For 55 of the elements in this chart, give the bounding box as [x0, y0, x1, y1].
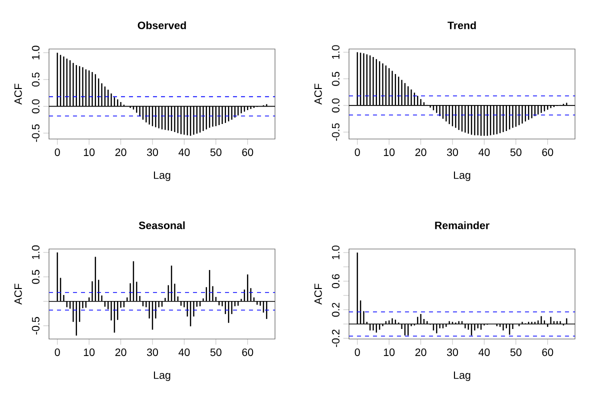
- x-axis-title: Lag: [154, 171, 170, 181]
- x-tick-label: 30: [146, 348, 158, 356]
- chart-title: Remainder: [435, 221, 490, 230]
- x-tick-label: 30: [146, 148, 158, 156]
- x-axis-title: Lag: [154, 371, 170, 381]
- y-tick-label: 1.0: [32, 245, 40, 260]
- y-tick-label: 0.5: [32, 270, 40, 284]
- y-tick-label: 0.0: [332, 98, 340, 112]
- y-axis-title: ACF: [314, 284, 322, 305]
- x-tick-label: 50: [510, 348, 522, 356]
- x-tick-label: 60: [242, 148, 254, 156]
- x-tick-label: 60: [542, 348, 554, 356]
- chart-title: Trend: [448, 21, 476, 30]
- x-tick-label: 60: [542, 148, 554, 156]
- x-tick-label: 30: [446, 348, 458, 356]
- x-tick-label: 50: [210, 148, 222, 156]
- x-tick-label: 50: [510, 148, 522, 156]
- y-tick-label: -0.5: [32, 124, 40, 142]
- x-tick-label: 20: [115, 148, 126, 156]
- x-tick-label: 20: [415, 348, 426, 356]
- y-tick-label: -0.5: [332, 123, 340, 141]
- y-tick-label: 0.5: [332, 72, 340, 86]
- x-axis-title: Lag: [454, 171, 470, 181]
- chart-title: Seasonal: [138, 221, 185, 230]
- y-tick-label: 0.5: [32, 72, 40, 87]
- chart-title: Observed: [138, 21, 186, 30]
- y-tick-label: 0.6: [332, 274, 340, 288]
- y-axis-title: ACF: [314, 84, 322, 105]
- x-axis-title: Lag: [454, 371, 470, 381]
- x-tick-label: 40: [178, 348, 190, 356]
- x-tick-label: 50: [210, 348, 222, 356]
- x-tick-label: 0: [354, 348, 360, 356]
- y-tick-label: 1.0: [332, 246, 340, 260]
- y-tick-label: 0.0: [32, 99, 40, 114]
- x-tick-label: 40: [478, 348, 490, 356]
- x-tick-label: 10: [384, 148, 395, 156]
- y-tick-label: -0.5: [32, 317, 40, 335]
- y-tick-label: -0.2: [332, 330, 340, 347]
- y-axis-title: ACF: [14, 84, 22, 105]
- x-tick-label: 20: [415, 148, 426, 156]
- x-tick-label: 40: [478, 148, 490, 156]
- x-tick-label: 0: [354, 148, 360, 156]
- y-axis-title: ACF: [14, 284, 22, 305]
- x-tick-label: 40: [178, 148, 190, 156]
- x-tick-label: 30: [446, 148, 458, 156]
- x-tick-label: 20: [115, 348, 126, 356]
- x-tick-label: 0: [54, 148, 60, 156]
- x-tick-label: 10: [84, 148, 95, 156]
- x-tick-label: 10: [84, 348, 95, 356]
- x-tick-label: 10: [384, 348, 395, 356]
- y-tick-label: 0.2: [332, 302, 340, 317]
- x-tick-label: 60: [242, 348, 254, 356]
- y-tick-label: 1.0: [32, 46, 40, 60]
- y-tick-label: 1.0: [332, 45, 340, 59]
- x-tick-label: 0: [54, 348, 60, 356]
